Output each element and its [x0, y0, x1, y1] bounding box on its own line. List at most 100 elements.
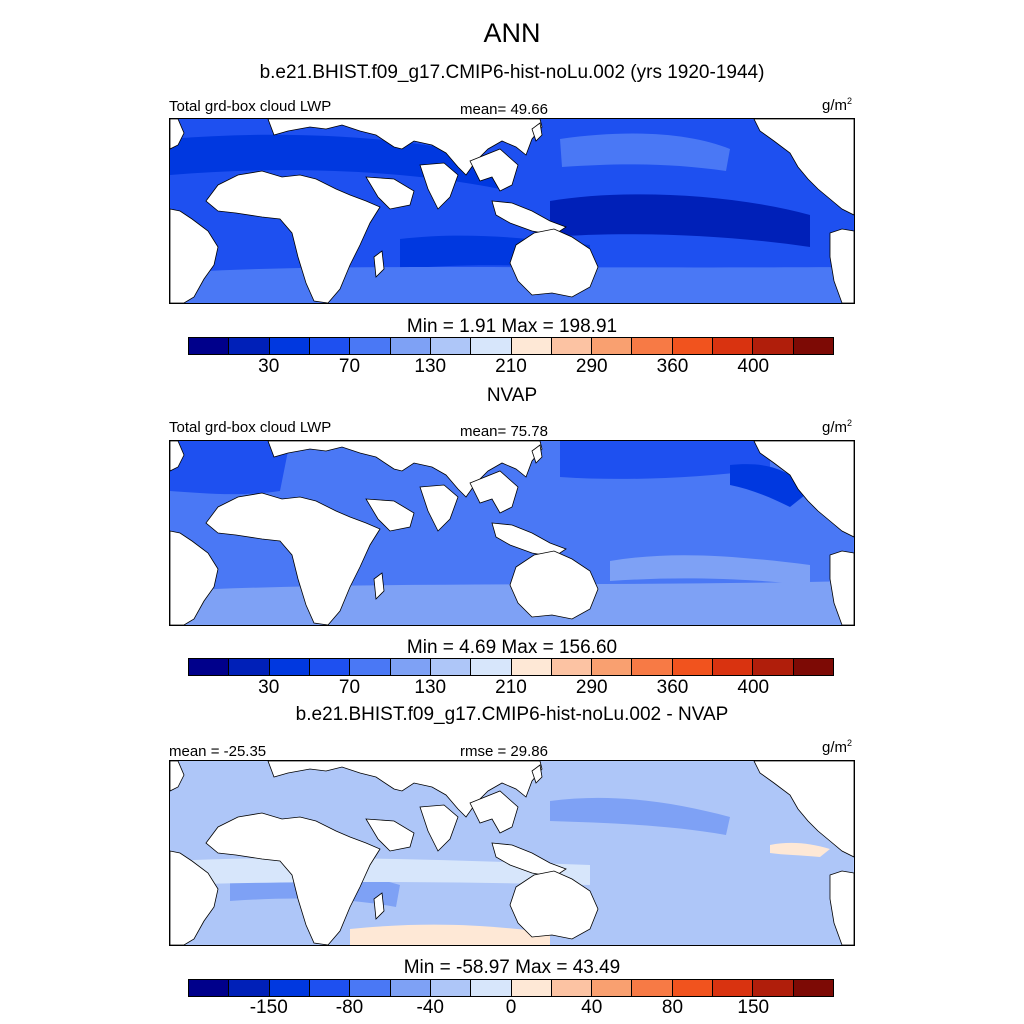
contour-band-weak	[610, 555, 810, 585]
colorbar-swatch	[632, 338, 673, 354]
colorbar-swatch	[713, 338, 754, 354]
panel2-left-label: Total grd-box cloud LWP	[169, 419, 332, 436]
contour-band-strong	[170, 441, 290, 495]
colorbar-swatch	[309, 980, 351, 996]
contour-band-weak	[560, 133, 730, 171]
panel3-units: g/m2	[822, 738, 853, 756]
colorbar-tick-label: 290	[575, 356, 608, 377]
panel1-colorbar-ticks: 30 70 130 210 290 360 400	[188, 356, 834, 378]
colorbar-swatch	[592, 980, 633, 996]
colorbar-swatch	[350, 980, 391, 996]
colorbar-swatch	[430, 338, 472, 354]
colorbar-tick-label: -80	[335, 997, 364, 1018]
colorbar-swatch	[713, 980, 754, 996]
colorbar-swatch	[269, 980, 310, 996]
colorbar-tick-label: 30	[258, 677, 280, 698]
colorbar-swatch	[471, 338, 512, 354]
panel1-map	[169, 118, 855, 304]
colorbar-swatch	[592, 659, 633, 675]
colorbar-tick-label: 290	[575, 677, 608, 698]
panel3-map	[169, 760, 855, 946]
madagascar-land	[373, 892, 385, 920]
south-america-land	[170, 850, 219, 945]
colorbar-swatch	[390, 659, 431, 675]
colorbar-tick-label: 70	[338, 356, 361, 377]
colorbar-swatch	[632, 659, 673, 675]
panel2-units: g/m2	[822, 418, 853, 436]
north-america-land	[170, 761, 185, 792]
colorbar-swatch	[189, 338, 230, 354]
panel1-units: g/m2	[822, 96, 853, 114]
southeast-asia-land	[469, 470, 519, 514]
colorbar-tick-label: 0	[505, 997, 517, 1018]
colorbar-tick-label: 360	[656, 677, 689, 698]
contour-band-weak	[170, 267, 854, 303]
colorbar-tick-label: 210	[495, 356, 527, 377]
arabia-land	[365, 176, 415, 210]
north-america-east-land	[753, 761, 854, 858]
arabia-land	[365, 818, 415, 852]
colorbar-tick-label: 40	[581, 997, 603, 1018]
south-america-land	[170, 208, 219, 303]
colorbar-tick-label: 210	[495, 677, 527, 698]
colorbar-swatch	[672, 659, 714, 675]
southeast-asia-land	[469, 148, 519, 192]
panel3-rmse-label: rmse = 29.86	[460, 743, 548, 760]
australia-land	[509, 228, 599, 298]
colorbar-tick-label: 130	[414, 356, 447, 377]
colorbar-tick-label: 70	[338, 677, 361, 698]
india-land	[419, 162, 459, 210]
japan-land	[531, 122, 543, 142]
colorbar-swatch	[511, 338, 552, 354]
colorbar-swatch	[430, 980, 472, 996]
panel1-subtitle: b.e21.BHIST.f09_g17.CMIP6-hist-noLu.002 …	[259, 62, 765, 83]
japan-land	[531, 764, 543, 784]
colorbar-swatch	[471, 980, 512, 996]
colorbar-swatch	[269, 659, 310, 675]
colorbar-swatch	[753, 659, 794, 675]
contour-band-strong	[550, 797, 730, 835]
australia-land	[509, 870, 599, 940]
contour-band-core	[550, 194, 810, 247]
north-america-east-land	[753, 119, 854, 216]
panel2-mean-label: mean= 75.78	[460, 423, 548, 440]
maritime-islands-land	[491, 522, 567, 558]
colorbar-swatch	[189, 659, 230, 675]
contour-band-strong	[170, 134, 500, 189]
colorbar-tick-label: 360	[656, 356, 689, 377]
south-america-east-land	[829, 228, 854, 303]
panel1-left-label: Total grd-box cloud LWP	[169, 98, 332, 115]
panel1-colorbar	[188, 337, 834, 355]
panel2-minmax: Min = 4.69 Max = 156.60	[406, 637, 618, 658]
contour-band-weak	[170, 858, 590, 885]
colorbar-tick-label: 80	[661, 997, 684, 1018]
india-land	[419, 804, 459, 852]
panel3-mean-label: mean = -25.35	[169, 743, 267, 760]
south-america-east-land	[829, 870, 854, 945]
north-america-land	[170, 119, 185, 150]
panel3-colorbar	[188, 979, 834, 997]
colorbar-swatch	[551, 980, 593, 996]
colorbar-swatch	[793, 659, 833, 675]
colorbar-swatch	[269, 338, 310, 354]
africa-land	[205, 812, 381, 945]
colorbar-swatch	[672, 980, 714, 996]
maritime-islands-land	[491, 200, 567, 236]
africa-land	[205, 170, 381, 303]
contour-band-positive	[350, 924, 550, 945]
panel1-mean-label: mean= 49.66	[460, 101, 548, 118]
colorbar-swatch	[189, 980, 230, 996]
colorbar-tick-label: -40	[416, 997, 444, 1018]
panel2-colorbar	[188, 658, 834, 676]
colorbar-tick-label: 400	[737, 677, 770, 698]
colorbar-tick-label: 30	[258, 356, 280, 377]
panel2-map	[169, 440, 855, 626]
colorbar-swatch	[753, 338, 794, 354]
colorbar-swatch	[229, 659, 270, 675]
panel3-minmax: Min = -58.97 Max = 43.49	[403, 957, 621, 978]
colorbar-swatch	[229, 980, 270, 996]
colorbar-swatch	[430, 659, 472, 675]
panel2-subtitle: NVAP	[486, 385, 538, 406]
colorbar-swatch	[551, 659, 593, 675]
australia-land	[509, 550, 599, 620]
